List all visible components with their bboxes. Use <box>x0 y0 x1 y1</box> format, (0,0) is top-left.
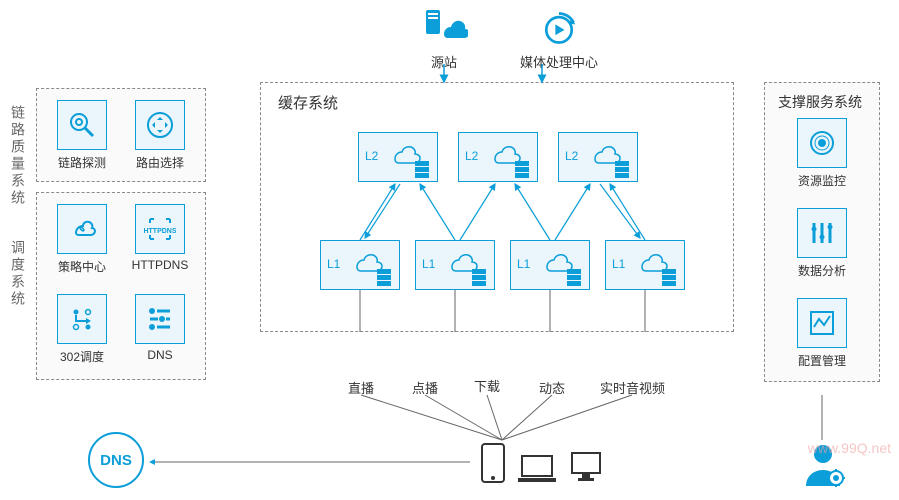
flow-vod: 点播 <box>412 378 438 397</box>
policy-label: 策略中心 <box>52 258 112 275</box>
dns-icon <box>135 294 185 344</box>
desktop-icon <box>568 450 604 484</box>
media-center-icon <box>537 8 581 48</box>
config-icon <box>797 298 847 348</box>
phone-icon <box>480 442 506 484</box>
policy-icon <box>57 204 107 254</box>
route-label: 路由选择 <box>130 154 190 171</box>
probe-label: 链路探测 <box>52 154 112 171</box>
cache-box <box>260 82 734 332</box>
support-title: 支撑服务系统 <box>778 92 862 112</box>
devices-row <box>480 442 604 484</box>
laptop-icon <box>516 452 558 484</box>
l1-node-2: L1 <box>510 240 590 290</box>
probe-item: 链路探测 <box>52 100 112 171</box>
monitor-item: 资源监控 <box>792 118 852 189</box>
schedule-vlabel: 调度系统 <box>8 240 28 308</box>
media-label: 媒体处理中心 <box>520 52 598 71</box>
origin-label: 源站 <box>420 52 468 71</box>
l1-node-1: L1 <box>415 240 495 290</box>
analytics-item: 数据分析 <box>792 208 852 279</box>
route-item: 路由选择 <box>130 100 190 171</box>
dns-item: DNS <box>130 294 190 362</box>
probe-icon <box>57 100 107 150</box>
httpdns-label: HTTPDNS <box>130 258 190 272</box>
l2-node-1: L2 <box>458 132 538 182</box>
302-item: 302调度 <box>52 294 112 365</box>
media-icon-block: 媒体处理中心 <box>520 8 598 71</box>
dns-label: DNS <box>130 348 190 362</box>
analytics-icon <box>797 208 847 258</box>
l2-node-0: L2 <box>358 132 438 182</box>
cache-title: 缓存系统 <box>278 92 338 113</box>
httpdns-item: HTTPDNS HTTPDNS <box>130 204 190 272</box>
l1-node-3: L1 <box>605 240 685 290</box>
svg-text:HTTPDNS: HTTPDNS <box>144 228 176 235</box>
config-label: 配置管理 <box>792 352 852 369</box>
watermark: www.99Q.net <box>808 440 891 456</box>
flow-live: 直播 <box>348 378 374 397</box>
httpdns-icon: HTTPDNS <box>135 204 185 254</box>
policy-item: 策略中心 <box>52 204 112 275</box>
monitor-icon <box>797 118 847 168</box>
quality-vlabel: 链路质量系统 <box>8 105 28 207</box>
flow-download: 下载 <box>474 376 500 395</box>
l2-node-2: L2 <box>558 132 638 182</box>
flow-dynamic: 动态 <box>539 378 565 397</box>
l1-node-0: L1 <box>320 240 400 290</box>
dns-circle: DNS <box>88 432 144 488</box>
monitor-label: 资源监控 <box>792 172 852 189</box>
config-item: 配置管理 <box>792 298 852 369</box>
server-cloud-icon <box>420 8 468 48</box>
route-icon <box>135 100 185 150</box>
redirect-icon <box>57 294 107 344</box>
flow-rtc: 实时音视频 <box>600 378 665 397</box>
analytics-label: 数据分析 <box>792 262 852 279</box>
302-label: 302调度 <box>52 348 112 365</box>
origin-icon-block: 源站 <box>420 8 468 71</box>
